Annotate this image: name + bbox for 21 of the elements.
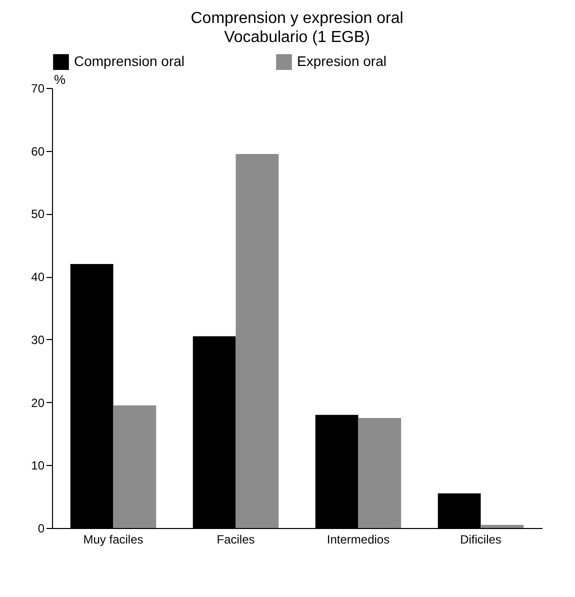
- y-tick-label: 70: [31, 82, 45, 96]
- chart-subtitle: Vocabulario (1 EGB): [224, 29, 370, 46]
- y-axis-title: %: [54, 72, 66, 87]
- y-tick-label: 10: [31, 458, 45, 473]
- x-tick-label: Intermedios: [326, 532, 390, 546]
- legend-label: Comprension oral: [74, 53, 184, 70]
- x-tick-label: Muy faciles: [83, 532, 144, 546]
- legend-label: Expresion oral: [297, 53, 386, 70]
- y-tick-label: 50: [31, 207, 45, 222]
- bar: [113, 405, 156, 528]
- y-tick-label: 60: [31, 144, 45, 158]
- y-tick-label: 0: [38, 522, 45, 536]
- bar: [480, 524, 524, 528]
- chart-title: Comprension y expresion oral: [190, 10, 404, 27]
- y-tick-label: 30: [31, 332, 45, 347]
- bar: [358, 418, 402, 528]
- x-tick-label: Dificiles: [460, 532, 502, 546]
- y-tick-label: 40: [31, 270, 45, 284]
- y-tick-label: 20: [31, 396, 45, 410]
- x-tick-label: Faciles: [216, 532, 255, 546]
- bar: [236, 154, 279, 528]
